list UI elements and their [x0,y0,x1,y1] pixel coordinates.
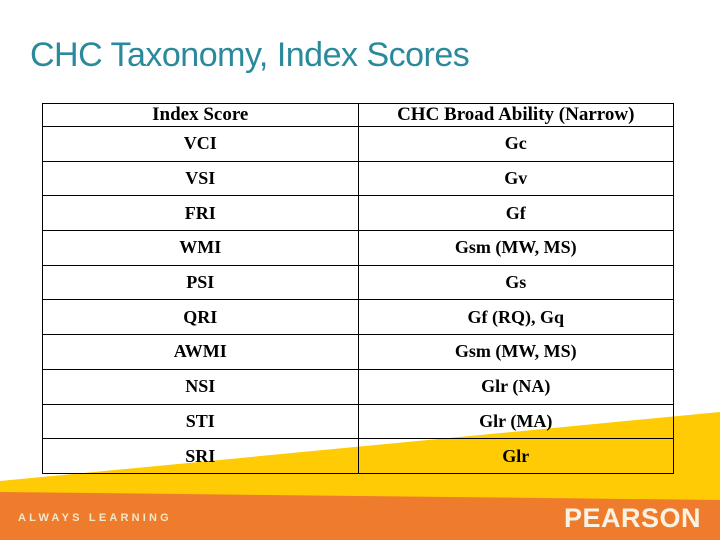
column-header-chc-broad-ability: CHC Broad Ability (Narrow) [357,103,674,127]
index-score-cell: VCI [42,126,359,162]
index-score-cell: VSI [42,160,359,197]
index-score-cell: QRI [42,299,359,336]
table-row-fri: FRI Gf [42,195,674,232]
chc-ability-cell: Gsm (MW, MS) [357,334,674,370]
table-row-vsi: VSI Gv [42,160,674,197]
index-score-cell: STI [42,403,359,440]
chc-ability-cell: Glr [357,438,674,474]
table-row-wmi: WMI Gsm (MW, MS) [42,230,674,266]
chc-index-table: Index Score CHC Broad Ability (Narrow) V… [42,103,674,474]
chc-ability-cell: Gc [357,126,674,162]
index-score-cell: AWMI [42,334,359,370]
chc-ability-cell: Gf (RQ), Gq [357,299,674,336]
chc-ability-cell: Glr (NA) [357,368,674,405]
chc-ability-cell: Gs [357,264,674,301]
pearson-logo: PEARSON [563,503,701,533]
table-header-row: Index Score CHC Broad Ability (Narrow) [42,103,674,127]
index-score-cell: WMI [42,230,359,266]
table-row-sri: SRI Glr [42,438,674,474]
chc-ability-cell: Gv [357,160,674,197]
index-score-cell: SRI [42,438,359,474]
index-score-cell: NSI [42,368,359,405]
table-row-awmi: AWMI Gsm (MW, MS) [42,334,674,370]
column-header-index-score: Index Score [42,103,359,127]
index-score-cell: PSI [42,264,359,301]
chc-ability-cell: Glr (MA) [357,403,674,440]
slide-title: CHC Taxonomy, Index Scores [30,36,470,74]
table-row-psi: PSI Gs [42,264,674,301]
chc-ability-cell: Gsm (MW, MS) [357,230,674,266]
always-learning-tagline: ALWAYS LEARNING [18,512,172,524]
chc-ability-cell: Gf [357,195,674,232]
table-row-vci: VCI Gc [42,126,674,162]
table-row-qri: QRI Gf (RQ), Gq [42,299,674,336]
index-score-cell: FRI [42,195,359,232]
table-row-sti: STI Glr (MA) [42,403,674,440]
table-row-nsi: NSI Glr (NA) [42,368,674,405]
